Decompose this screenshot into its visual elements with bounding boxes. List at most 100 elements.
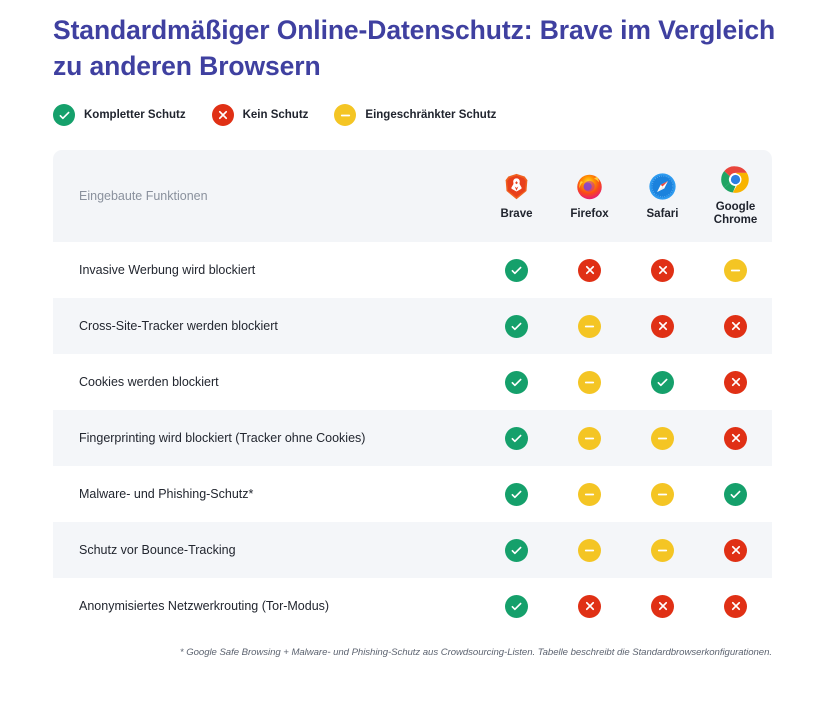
x-circle-icon	[651, 594, 674, 618]
x-circle-icon	[724, 426, 747, 450]
legend-item-none: Kein Schutz	[211, 104, 309, 126]
browser-column-header-brave: Brave	[480, 165, 553, 227]
chrome-logo-icon	[721, 165, 750, 194]
status-cell-safari	[626, 538, 699, 562]
minus-circle-icon	[651, 538, 674, 562]
feature-label: Malware- und Phishing-Schutz*	[79, 486, 254, 501]
status-cell-firefox	[553, 314, 626, 338]
feature-label: Schutz vor Bounce-Tracking	[79, 542, 236, 557]
browser-column-headers: Brave Firefox Safari	[480, 165, 772, 227]
status-cell-brave	[480, 538, 553, 562]
feature-label: Fingerprinting wird blockiert (Tracker o…	[79, 430, 366, 445]
table-footnote: * Google Safe Browsing + Malware- und Ph…	[179, 647, 772, 658]
status-cell-firefox	[553, 258, 626, 282]
minus-circle-icon	[651, 482, 674, 506]
x-circle-icon	[578, 258, 601, 282]
status-cell-safari	[626, 594, 699, 618]
legend-item-label: Eingeschränkter Schutz	[365, 109, 497, 121]
status-cell-chrome	[699, 538, 772, 562]
minus-circle-icon	[724, 258, 747, 282]
minus-circle-icon	[578, 314, 601, 338]
feature-column-header: Eingebaute Funktionen	[79, 188, 208, 203]
check-circle-icon	[505, 314, 528, 338]
x-circle-icon	[651, 258, 674, 282]
table-body: Invasive Werbung wird blockiert Cross-Sit…	[53, 242, 772, 634]
status-cell-chrome	[699, 314, 772, 338]
table-row: Malware- und Phishing-Schutz*	[53, 466, 772, 522]
browser-name-label: Brave	[500, 207, 533, 220]
status-cell-chrome	[699, 426, 772, 450]
table-header-row: Eingebaute Funktionen Brave Fire	[53, 150, 772, 242]
x-circle-icon	[724, 538, 747, 562]
minus-circle-icon	[578, 538, 601, 562]
status-cell-brave	[480, 594, 553, 618]
feature-label: Invasive Werbung wird blockiert	[79, 262, 256, 277]
table-row: Cookies werden blockiert	[53, 354, 772, 410]
status-cell-firefox	[553, 426, 626, 450]
x-circle-icon	[211, 104, 234, 126]
status-cell-firefox	[553, 370, 626, 394]
status-cell-brave	[480, 426, 553, 450]
x-circle-icon	[578, 594, 601, 618]
minus-circle-icon	[651, 426, 674, 450]
check-circle-icon	[53, 104, 75, 126]
status-cell-safari	[626, 426, 699, 450]
x-circle-icon	[724, 370, 747, 394]
status-cell-brave	[480, 482, 553, 506]
check-circle-icon	[505, 482, 528, 506]
minus-circle-icon	[334, 104, 357, 126]
page-title: Standardmäßiger Online-Datenschutz: Brav…	[53, 15, 776, 81]
legend-item-limited: Eingeschränkter Schutz	[334, 104, 496, 126]
status-cell-safari	[626, 370, 699, 394]
status-cell-chrome	[699, 482, 772, 506]
status-cell-chrome	[699, 594, 772, 618]
status-cell-firefox	[553, 538, 626, 562]
browser-name-label: Safari	[646, 207, 679, 220]
check-circle-icon	[724, 482, 747, 506]
table-row: Anonymisiertes Netzwerkrouting (Tor-Modu…	[53, 578, 772, 634]
table-row: Fingerprinting wird blockiert (Tracker o…	[53, 410, 772, 466]
x-circle-icon	[724, 314, 747, 338]
comparison-table: Eingebaute Funktionen Brave Fire	[53, 150, 772, 634]
status-cell-chrome	[699, 370, 772, 394]
check-circle-icon	[505, 258, 528, 282]
browser-column-header-firefox: Firefox	[553, 165, 626, 227]
check-circle-icon	[651, 370, 674, 394]
feature-label: Anonymisiertes Netzwerkrouting (Tor-Modu…	[79, 598, 330, 613]
status-cell-brave	[480, 370, 553, 394]
firefox-logo-icon	[575, 172, 604, 201]
brave-logo-icon	[502, 172, 531, 201]
table-row: Invasive Werbung wird blockiert	[53, 242, 772, 298]
legend-item-label: Kompletter Schutz	[84, 109, 186, 121]
minus-circle-icon	[578, 370, 601, 394]
feature-label: Cross-Site-Tracker werden blockiert	[79, 318, 278, 333]
legend: Kompletter Schutz Kein Schutz Eingeschränk…	[53, 103, 787, 127]
minus-circle-icon	[578, 482, 601, 506]
legend-item-label: Kein Schutz	[242, 109, 309, 121]
check-circle-icon	[505, 538, 528, 562]
check-circle-icon	[505, 594, 528, 618]
browser-name-label: Google Chrome	[713, 201, 758, 226]
status-cell-brave	[480, 258, 553, 282]
safari-logo-icon	[648, 172, 677, 201]
browser-column-header-safari: Safari	[626, 165, 699, 227]
check-circle-icon	[505, 370, 528, 394]
table-row: Schutz vor Bounce-Tracking	[53, 522, 772, 578]
x-circle-icon	[724, 594, 747, 618]
browser-name-label: Firefox	[570, 207, 609, 220]
status-cell-safari	[626, 258, 699, 282]
minus-circle-icon	[578, 426, 601, 450]
status-cell-chrome	[699, 258, 772, 282]
legend-item-full: Kompletter Schutz	[53, 104, 186, 126]
feature-label: Cookies werden blockiert	[79, 374, 219, 389]
status-cell-safari	[626, 314, 699, 338]
browser-column-header-chrome: Google Chrome	[699, 165, 772, 227]
x-circle-icon	[651, 314, 674, 338]
status-cell-firefox	[553, 594, 626, 618]
status-cell-safari	[626, 482, 699, 506]
table-row: Cross-Site-Tracker werden blockiert	[53, 298, 772, 354]
check-circle-icon	[505, 426, 528, 450]
status-cell-brave	[480, 314, 553, 338]
status-cell-firefox	[553, 482, 626, 506]
